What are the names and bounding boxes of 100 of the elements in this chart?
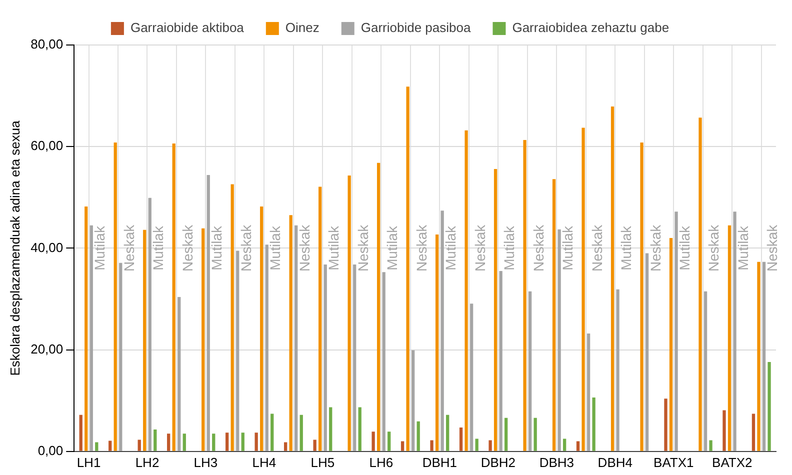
bar [475, 438, 478, 451]
bar [499, 271, 502, 451]
y-tick-label: 40,00 [30, 240, 64, 255]
annotation: Mutilak [618, 225, 634, 270]
bar [182, 434, 186, 451]
bar [669, 238, 673, 451]
annotation: Mutilak [267, 225, 284, 270]
annotation: Neskak [472, 224, 488, 272]
bar [313, 440, 316, 451]
bar [411, 350, 415, 451]
bar [300, 414, 303, 451]
bar [528, 291, 532, 451]
bar [488, 440, 492, 451]
legend-label: Garriobide pasiboa [360, 20, 472, 36]
bar [376, 162, 380, 451]
bar [610, 106, 614, 451]
bar [440, 210, 444, 451]
annotation: Neskak [179, 224, 196, 272]
bar [459, 428, 463, 451]
bar [534, 418, 537, 451]
bar [202, 228, 205, 451]
bar [430, 440, 434, 451]
annotation: Mutilak [326, 225, 342, 270]
annotation: Mutilak [442, 225, 459, 270]
bar [230, 184, 234, 451]
x-tick-label: DBH4 [598, 454, 632, 470]
legend-label: Garraiobidea zehaztu gabe [512, 20, 670, 36]
bar [698, 118, 702, 451]
bar [138, 440, 141, 451]
bar [504, 418, 508, 451]
bar [704, 291, 708, 451]
bar [733, 212, 736, 451]
x-tick-label: BATX2 [712, 454, 752, 470]
bar [435, 234, 439, 451]
x-tick-label: LH5 [310, 454, 335, 470]
annotation: Neskak [764, 224, 780, 272]
annotation: Mutilak [560, 225, 576, 270]
bar [167, 434, 170, 451]
bar [586, 334, 590, 451]
annotation: Mutilak [734, 225, 751, 270]
x-tick-label: DBH3 [539, 454, 574, 470]
bar [353, 264, 356, 451]
bar [416, 421, 420, 451]
bar [752, 414, 756, 451]
bar [148, 198, 152, 451]
annotation: Mutilak [208, 225, 225, 270]
bar [95, 442, 98, 451]
bar [260, 206, 264, 451]
bar [79, 414, 82, 451]
legend-label: Oinez [285, 20, 320, 36]
bar [324, 264, 327, 451]
x-tick-label: LH6 [369, 454, 394, 470]
bar [552, 179, 556, 451]
annotation: Mutilak [676, 225, 693, 270]
bar [728, 225, 732, 451]
bar [84, 206, 88, 451]
y-axis-title: Eskolara desplazamenduak adina eta sexua [7, 120, 22, 376]
bar [446, 414, 450, 451]
annotation: Mutilak [150, 225, 166, 270]
bar [254, 432, 258, 451]
bar [523, 140, 526, 451]
bar [226, 432, 229, 451]
y-tick-label: 60,00 [30, 138, 64, 154]
x-tick-label: LH4 [252, 454, 276, 470]
bar [664, 398, 668, 451]
bar [558, 229, 561, 451]
bar [406, 86, 410, 451]
bar [709, 440, 712, 451]
bar [464, 130, 468, 451]
annotation: Mutilak [92, 225, 108, 270]
bar [674, 212, 678, 451]
bar [722, 410, 726, 451]
bar [289, 215, 292, 451]
y-tick-label: 20,00 [30, 341, 64, 356]
bar [582, 128, 585, 451]
bar [400, 441, 404, 451]
bar [645, 253, 649, 451]
bar [284, 442, 288, 451]
x-tick-label: BATX1 [654, 454, 694, 470]
annotation: Neskak [706, 224, 722, 272]
annotation: Neskak [354, 224, 371, 272]
legend-label: Garraiobide aktiboa [130, 20, 245, 36]
bar [270, 414, 274, 451]
x-tick-label: LH2 [135, 454, 160, 470]
bar [562, 438, 566, 451]
bar [762, 262, 766, 451]
bar [768, 362, 771, 451]
bar [640, 142, 644, 451]
bar [348, 176, 351, 451]
bar [294, 225, 298, 451]
annotation: Neskak [296, 224, 312, 272]
bar [154, 430, 157, 451]
bar [236, 250, 240, 451]
annotation: Neskak [647, 224, 664, 272]
annotation: Neskak [588, 224, 605, 272]
bar [108, 440, 112, 451]
x-tick-label: LH3 [194, 454, 218, 470]
bar [494, 168, 498, 451]
bar [358, 407, 362, 451]
bar [592, 398, 596, 451]
